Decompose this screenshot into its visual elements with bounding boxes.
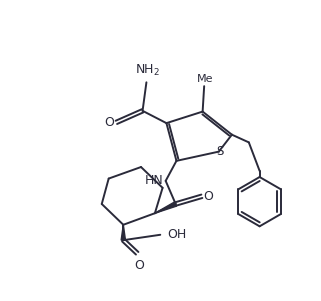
Text: OH: OH <box>167 228 187 241</box>
Text: NH$_2$: NH$_2$ <box>135 64 160 79</box>
Polygon shape <box>155 202 177 213</box>
Text: O: O <box>105 116 114 129</box>
Polygon shape <box>121 225 126 240</box>
Text: HN: HN <box>144 174 163 187</box>
Text: Me: Me <box>197 74 213 84</box>
Text: O: O <box>203 190 213 203</box>
Text: O: O <box>134 259 144 272</box>
Text: S: S <box>216 145 223 158</box>
